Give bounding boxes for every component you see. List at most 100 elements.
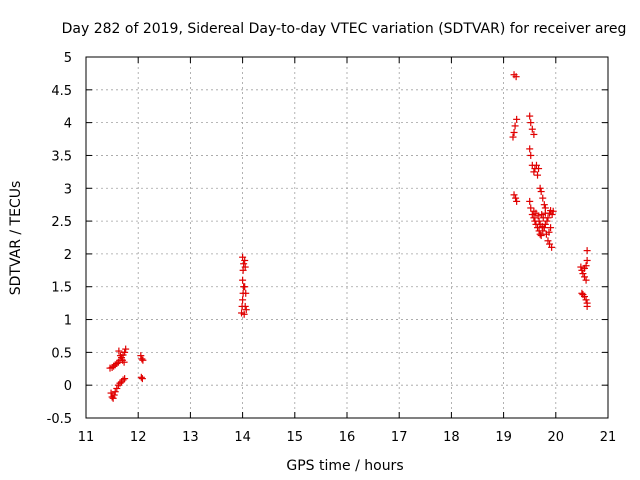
grid bbox=[86, 57, 608, 418]
data-point bbox=[528, 125, 536, 133]
data-point bbox=[530, 130, 538, 138]
data-point bbox=[241, 302, 249, 310]
data-point bbox=[239, 296, 247, 304]
data-point bbox=[581, 273, 589, 281]
x-tick-label: 20 bbox=[548, 430, 565, 445]
data-point bbox=[526, 197, 534, 205]
data-point bbox=[241, 256, 249, 264]
data-point bbox=[526, 112, 534, 120]
x-tick-label: 21 bbox=[600, 430, 617, 445]
data-point bbox=[137, 373, 145, 381]
data-point bbox=[510, 191, 518, 199]
data-point bbox=[512, 73, 520, 81]
data-point bbox=[539, 214, 547, 222]
data-point bbox=[121, 348, 129, 356]
data-point bbox=[511, 122, 519, 130]
x-tick-label: 12 bbox=[130, 430, 147, 445]
data-point bbox=[528, 211, 536, 219]
x-tick-label: 16 bbox=[339, 430, 356, 445]
y-tick-label: 1 bbox=[64, 314, 72, 329]
data-point bbox=[535, 165, 543, 173]
data-point bbox=[526, 145, 534, 153]
data-point bbox=[116, 379, 124, 387]
data-point bbox=[527, 119, 535, 127]
data-point bbox=[583, 256, 591, 264]
data-point bbox=[242, 289, 250, 297]
y-tick-label: 1.5 bbox=[51, 281, 72, 296]
y-tick-label: 0.5 bbox=[51, 346, 72, 361]
data-point bbox=[541, 209, 549, 217]
data-point bbox=[583, 247, 591, 255]
x-tick-label: 13 bbox=[182, 430, 199, 445]
x-tick-label: 17 bbox=[391, 430, 408, 445]
data-point bbox=[538, 222, 546, 230]
y-tick-label: 3 bbox=[64, 182, 72, 197]
x-tick-label: 19 bbox=[495, 430, 512, 445]
data-point bbox=[239, 276, 247, 284]
data-point bbox=[582, 276, 590, 284]
data-point bbox=[111, 388, 119, 396]
data-point bbox=[240, 260, 248, 268]
data-point bbox=[530, 207, 538, 215]
y-tick-label: 4 bbox=[64, 117, 72, 132]
chart-title: Day 282 of 2019, Sidereal Day-to-day VTE… bbox=[62, 21, 627, 37]
data-point bbox=[116, 352, 124, 360]
data-point bbox=[538, 211, 546, 219]
x-tick-label: 18 bbox=[443, 430, 460, 445]
data-point bbox=[110, 391, 118, 399]
data-point bbox=[139, 356, 147, 364]
x-axis-label: GPS time / hours bbox=[286, 458, 403, 474]
data-point bbox=[544, 237, 552, 245]
data-point bbox=[547, 224, 555, 232]
data-point bbox=[509, 133, 517, 141]
data-point bbox=[113, 384, 121, 392]
y-tick-label: 2 bbox=[64, 248, 72, 263]
data-point bbox=[240, 310, 248, 318]
y-tick-label: -0.5 bbox=[47, 412, 72, 427]
x-tick-label: 11 bbox=[78, 430, 95, 445]
y-tick-label: 0 bbox=[64, 379, 72, 394]
data-point bbox=[115, 347, 123, 355]
data-point bbox=[527, 151, 535, 159]
data-point bbox=[510, 128, 518, 136]
data-point bbox=[536, 184, 544, 192]
data-point bbox=[513, 115, 521, 123]
plot-frame bbox=[85, 56, 609, 419]
data-point bbox=[540, 201, 548, 209]
data-point bbox=[543, 217, 551, 225]
data-point bbox=[138, 375, 146, 383]
data-point bbox=[539, 194, 547, 202]
data-point bbox=[122, 345, 130, 353]
data-point bbox=[527, 204, 535, 212]
data-point bbox=[582, 296, 590, 304]
y-tick-label: 4.5 bbox=[51, 84, 72, 99]
data-point bbox=[537, 232, 545, 240]
data-point bbox=[530, 168, 538, 176]
data-point bbox=[513, 197, 521, 205]
y-axis-label: SDTVAR / TECUs bbox=[8, 181, 24, 296]
data-point bbox=[577, 263, 585, 271]
data-point bbox=[534, 171, 542, 179]
data-point bbox=[241, 263, 249, 271]
data-point bbox=[530, 214, 538, 222]
data-point bbox=[113, 360, 121, 368]
ticks: 11 12 13 14 15 16 17 18 19 20 21 -0.5 0 0.5 1 1.5 2 2.5 3 3… bbox=[47, 51, 617, 445]
data-point bbox=[242, 306, 250, 314]
data-point bbox=[120, 358, 128, 366]
data-point bbox=[548, 211, 556, 219]
data-point bbox=[545, 228, 553, 236]
data-point bbox=[579, 270, 587, 278]
data-point bbox=[512, 194, 520, 202]
x-tick-label: 15 bbox=[287, 430, 304, 445]
data-point bbox=[137, 352, 145, 360]
x-tick-label: 14 bbox=[234, 430, 251, 445]
data-point bbox=[537, 188, 545, 196]
data-point bbox=[109, 394, 117, 402]
data-point bbox=[581, 293, 589, 301]
data-points bbox=[106, 71, 591, 402]
data-point bbox=[535, 217, 543, 225]
data-point bbox=[583, 302, 591, 310]
